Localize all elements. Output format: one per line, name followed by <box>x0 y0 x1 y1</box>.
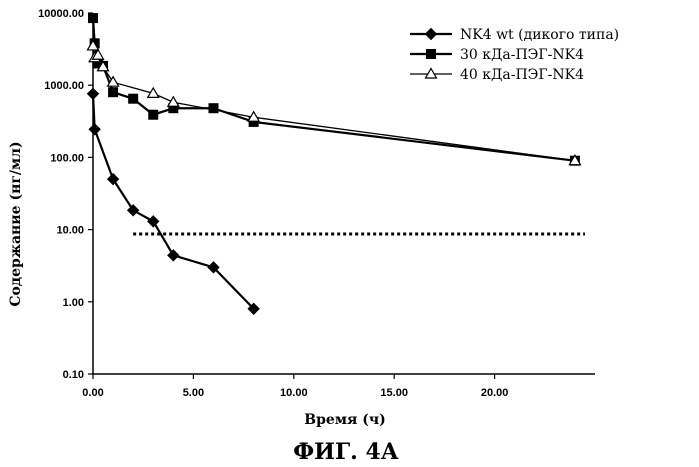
series-diamond <box>86 87 260 316</box>
data-point <box>86 39 100 51</box>
legend-label: 40 кДа-ПЭГ-NK4 <box>460 67 584 83</box>
legend-item: 40 кДа-ПЭГ-NK4 <box>410 67 584 83</box>
y-tick-label: 10.00 <box>56 225 84 237</box>
data-point <box>247 110 261 122</box>
data-point <box>106 75 120 87</box>
legend: NK4 wt (дикого типа) 30 кДа-ПЭГ-NK4 40 кДа… <box>410 27 619 83</box>
y-tick-label: 1.00 <box>63 297 84 309</box>
y-tick-label: 10000.00 <box>38 8 84 20</box>
data-point <box>106 172 120 186</box>
legend-item: 30 кДа-ПЭГ-NK4 <box>410 47 584 63</box>
series-line <box>91 93 255 310</box>
series-layer <box>86 13 582 316</box>
data-point <box>86 87 100 101</box>
x-tick-label: 10.00 <box>280 387 308 399</box>
x-tick-label: 0.00 <box>82 387 103 399</box>
legend-marker <box>424 27 438 41</box>
data-point <box>96 60 110 72</box>
data-point <box>247 302 260 316</box>
data-point <box>126 204 140 217</box>
legend-marker <box>424 67 438 79</box>
data-point <box>108 87 119 98</box>
data-point <box>148 109 159 120</box>
data-point <box>147 215 160 228</box>
legend-label: NK4 wt (дикого типа) <box>460 27 619 43</box>
y-axis-title: Содержание (нг/мл) <box>8 141 24 306</box>
legend-marker <box>426 49 436 59</box>
axes: 0.10 1.00 10.00 100.00 1000.00 10000.00 0.00 5.… <box>38 8 595 399</box>
legend-label: 30 кДа-ПЭГ-NK4 <box>460 47 584 63</box>
x-tick-label: 15.00 <box>380 387 408 399</box>
series-line <box>92 45 576 162</box>
data-point <box>88 123 101 136</box>
data-point <box>207 261 220 274</box>
data-point <box>91 48 105 60</box>
data-point <box>146 86 160 98</box>
x-axis-title: Время (ч) <box>304 412 385 428</box>
y-tick-label: 0.10 <box>63 369 84 381</box>
x-tick-label: 5.00 <box>183 387 204 399</box>
series-triangle <box>86 39 582 166</box>
figure-caption: ФИГ. 4А <box>293 439 398 465</box>
legend-item: NK4 wt (дикого типа) <box>410 27 619 43</box>
data-point <box>166 95 180 107</box>
data-point <box>167 249 180 262</box>
data-point <box>208 103 219 114</box>
data-point <box>88 13 98 24</box>
y-tick-label: 100.00 <box>50 152 84 164</box>
y-tick-label: 1000.00 <box>44 80 84 92</box>
data-point <box>568 154 582 166</box>
data-point <box>128 93 139 104</box>
x-tick-label: 20.00 <box>481 387 509 399</box>
